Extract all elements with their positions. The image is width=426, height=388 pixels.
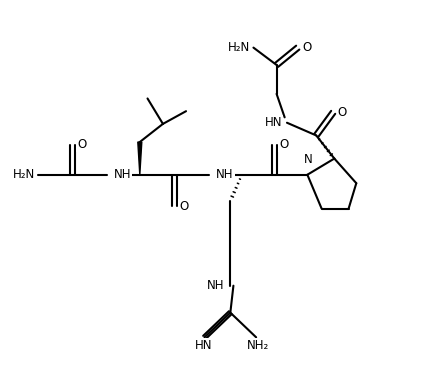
Text: O: O bbox=[77, 138, 86, 151]
Text: O: O bbox=[179, 200, 188, 213]
Text: NH₂: NH₂ bbox=[248, 339, 270, 352]
Text: HN: HN bbox=[195, 339, 213, 352]
Text: O: O bbox=[338, 106, 347, 119]
Text: H₂N: H₂N bbox=[228, 41, 250, 54]
Text: HN: HN bbox=[265, 116, 282, 129]
Text: NH: NH bbox=[114, 168, 132, 181]
Text: O: O bbox=[302, 41, 312, 54]
Polygon shape bbox=[138, 142, 142, 175]
Text: O: O bbox=[279, 138, 288, 151]
Text: N: N bbox=[304, 153, 313, 166]
Text: NH: NH bbox=[216, 168, 233, 181]
Text: NH: NH bbox=[207, 279, 224, 292]
Text: H₂N: H₂N bbox=[12, 168, 35, 181]
